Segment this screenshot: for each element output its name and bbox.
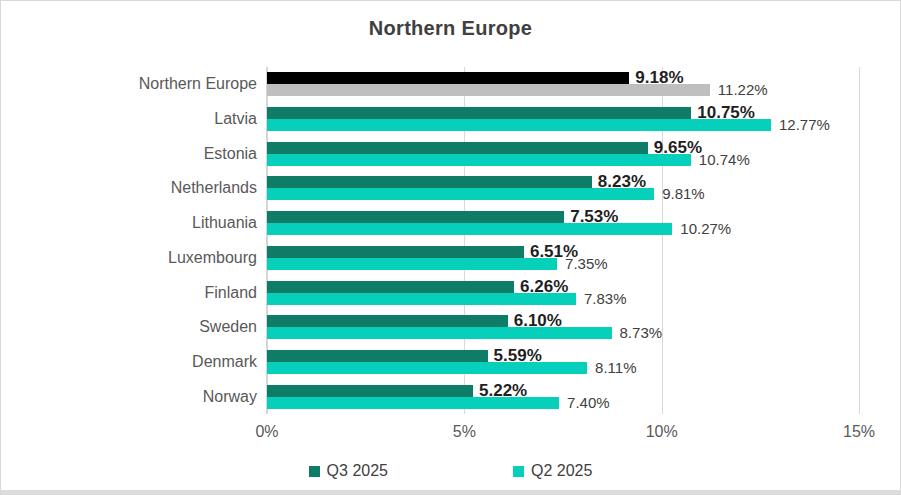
bar-q3-2025 — [267, 385, 473, 397]
bar-q3-2025 — [267, 246, 524, 258]
bar-q2-2025 — [267, 397, 559, 409]
category-label: Denmark — [7, 351, 257, 373]
bar-q2-2025 — [267, 293, 576, 305]
bar-q2-2025 — [267, 119, 771, 131]
legend-label: Q3 2025 — [327, 462, 388, 480]
category-label: Latvia — [7, 108, 257, 130]
x-tick-label: 15% — [819, 423, 899, 441]
legend-item: Q3 2025 — [309, 462, 388, 480]
category-label: Estonia — [7, 143, 257, 165]
legend-swatch — [513, 466, 524, 477]
bar-q2-2025 — [267, 154, 691, 166]
value-label: 9.81% — [662, 186, 705, 202]
value-label: 7.83% — [584, 291, 627, 307]
plot-area: 9.18%11.22%10.75%12.77%9.65%10.74%8.23%9… — [267, 67, 859, 414]
legend-swatch — [309, 466, 320, 477]
category-label: Lithuania — [7, 212, 257, 234]
value-label: 12.77% — [779, 117, 830, 133]
category-label: Northern Europe — [7, 73, 257, 95]
value-label: 11.22% — [718, 82, 768, 98]
chart-container: Northern Europe 9.18%11.22%10.75%12.77%9… — [0, 0, 901, 495]
bar-q2-2025 — [267, 84, 710, 96]
bar-q2-2025 — [267, 223, 672, 235]
bar-q2-2025 — [267, 258, 557, 270]
x-tick-label: 10% — [622, 423, 702, 441]
bar-q2-2025 — [267, 327, 612, 339]
chart-title: Northern Europe — [1, 17, 900, 40]
category-label: Finland — [7, 282, 257, 304]
bar-q3-2025 — [267, 350, 488, 362]
bar-q2-2025 — [267, 188, 654, 200]
category-label: Norway — [7, 386, 257, 408]
bar-q3-2025 — [267, 211, 564, 223]
bar-q3-2025 — [267, 315, 508, 327]
bar-q3-2025 — [267, 107, 691, 119]
legend: Q3 2025 Q2 2025 — [1, 460, 900, 482]
value-label: 7.35% — [565, 256, 608, 272]
x-tick-label: 0% — [227, 423, 307, 441]
category-label: Sweden — [7, 316, 257, 338]
category-label: Luxembourg — [7, 247, 257, 269]
value-label: 7.40% — [567, 395, 610, 411]
bar-q3-2025 — [267, 281, 514, 293]
bottom-border — [1, 490, 900, 494]
x-tick-label: 5% — [424, 423, 504, 441]
category-label: Netherlands — [7, 177, 257, 199]
bar-q2-2025 — [267, 362, 587, 374]
bar-q3-2025 — [267, 176, 592, 188]
legend-label: Q2 2025 — [531, 462, 592, 480]
bar-q3-2025 — [267, 142, 648, 154]
value-label: 10.27% — [680, 221, 731, 237]
legend-item: Q2 2025 — [513, 462, 592, 480]
value-label: 10.74% — [699, 152, 750, 168]
value-label: 8.73% — [620, 325, 663, 341]
value-label: 8.11% — [595, 360, 636, 376]
gridline — [859, 67, 860, 414]
bar-q3-2025 — [267, 72, 629, 84]
